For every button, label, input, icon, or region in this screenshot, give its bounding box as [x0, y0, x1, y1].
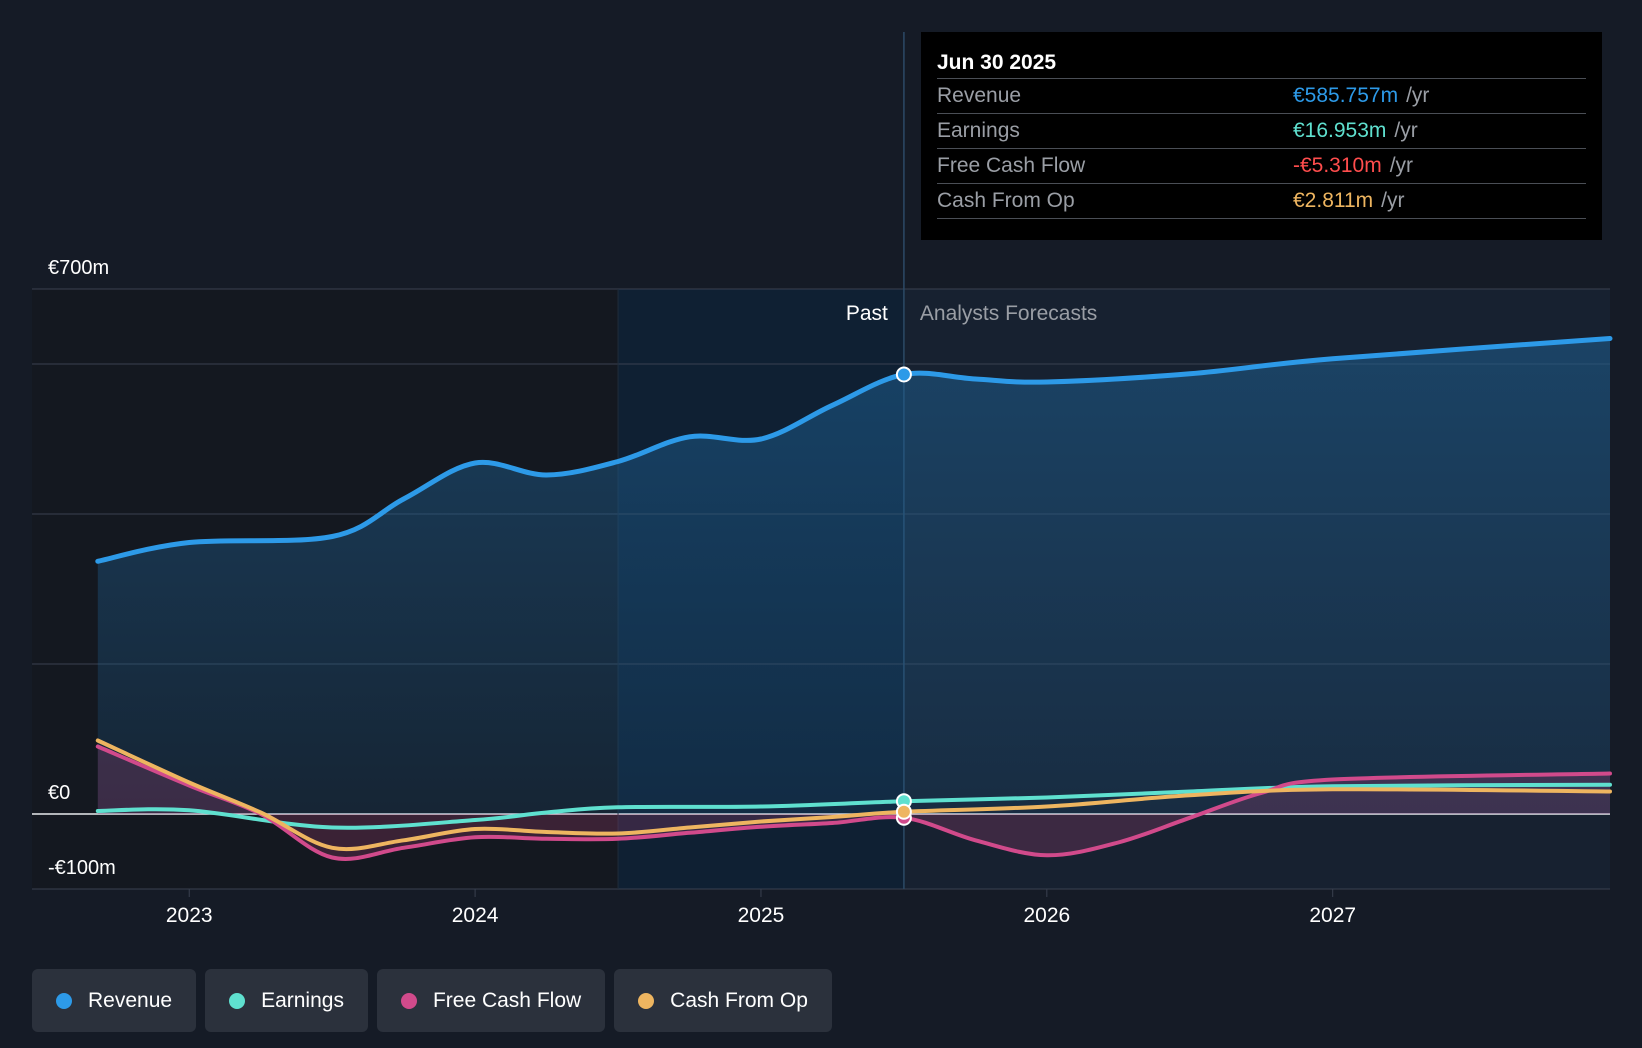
chart-marker-layer	[895, 366, 912, 826]
tooltip-row-earnings: Earnings €16.953m /yr	[937, 113, 1586, 148]
chart-line-layer	[95, 336, 1613, 861]
forecast-label: Analysts Forecasts	[920, 302, 1097, 325]
tooltip-unit: /yr	[1381, 189, 1405, 212]
tooltip-panel: Jun 30 2025 Revenue €585.757m /yr Earnin…	[921, 32, 1602, 240]
x-tick-label: 2024	[452, 904, 499, 927]
tooltip-unit: /yr	[1406, 84, 1430, 107]
revenue-line	[95, 336, 1613, 564]
legend-label: Earnings	[261, 988, 344, 1012]
tooltip-value: €16.953m	[1293, 119, 1387, 142]
past-label: Past	[846, 302, 888, 325]
legend-label: Revenue	[88, 988, 173, 1012]
earnings-dot-icon	[229, 992, 246, 1009]
tooltip-row-revenue: Revenue €585.757m /yr	[937, 78, 1586, 113]
cfo-dot-icon	[638, 992, 655, 1009]
legend-item-revenue[interactable]: Revenue	[32, 969, 197, 1032]
x-tick-label: 2026	[1023, 904, 1070, 927]
y-tick-label: €0	[48, 782, 70, 804]
legend-item-cfo[interactable]: Cash From Op	[614, 969, 832, 1032]
fcf-line	[95, 744, 1612, 861]
chart-text-layer: €700m €0 -€100m 2023 2024 2025 2026 2027 Past Ana…	[48, 257, 1356, 927]
tooltip-date: Jun 30 2025	[937, 51, 1057, 74]
legend-label: Cash From Op	[670, 988, 808, 1012]
earnings-line	[95, 782, 1612, 830]
cfo-point	[895, 803, 912, 820]
y-tick-label: -€100m	[48, 857, 116, 879]
revenue-point	[895, 366, 912, 383]
x-tick-label: 2025	[738, 904, 785, 927]
legend-item-fcf[interactable]: Free Cash Flow	[376, 969, 606, 1032]
tooltip-label: Free Cash Flow	[937, 154, 1086, 177]
tooltip-value: €585.757m	[1293, 84, 1399, 107]
tooltip-unit: /yr	[1389, 154, 1414, 177]
y-tick-label: €700m	[48, 257, 109, 279]
tooltip-value: €2.811m	[1293, 189, 1374, 212]
fcf-dot-icon	[400, 992, 417, 1009]
legend-label: Free Cash Flow	[432, 988, 582, 1012]
legend: Revenue Earnings Free Cash Flow Cash Fro…	[32, 969, 832, 1032]
tooltip-label: Earnings	[937, 119, 1020, 142]
tooltip-unit: /yr	[1394, 119, 1418, 142]
x-tick-label: 2023	[166, 904, 213, 927]
tooltip-value: -€5.310m	[1293, 154, 1382, 177]
tooltip-row-cfo: Cash From Op €2.811m /yr	[937, 183, 1586, 219]
revenue-area	[97, 338, 1610, 814]
revenue-dot-icon	[56, 992, 72, 1009]
tooltip-row-fcf: Free Cash Flow -€5.310m /yr	[937, 148, 1586, 183]
cfo-line	[95, 738, 1612, 852]
tooltip-label: Cash From Op	[937, 189, 1075, 212]
tooltip-label: Revenue	[937, 84, 1022, 107]
legend-item-earnings[interactable]: Earnings	[205, 969, 368, 1032]
x-tick-label: 2027	[1309, 904, 1356, 927]
